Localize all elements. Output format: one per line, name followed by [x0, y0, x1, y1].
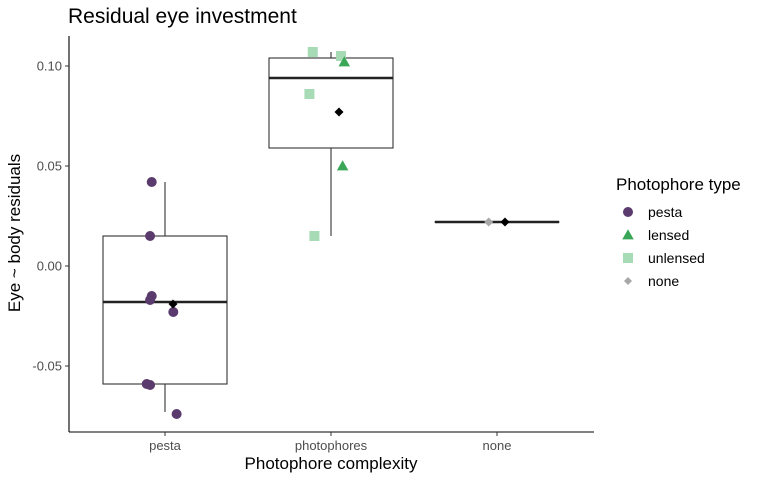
point-unlensed — [304, 89, 315, 99]
y-tick-label: 0.00 — [37, 259, 62, 274]
point-none — [484, 217, 494, 227]
legend-label: none — [648, 273, 679, 289]
point-unlensed — [307, 47, 318, 57]
legend-label: unlensed — [648, 250, 705, 266]
box-photophores — [268, 52, 394, 236]
legend-item-unlensed: unlensed — [623, 250, 705, 266]
x-tick-label: photophores — [295, 438, 368, 453]
legend: Photophore type pesta lensed unlensed none — [616, 175, 741, 289]
axes: -0.05 0.00 0.05 0.10 pesta photophores none — [32, 36, 594, 453]
point-lensed — [338, 56, 351, 67]
box-iqr — [102, 235, 228, 385]
legend-key-diamond — [624, 277, 632, 285]
box-pesta — [102, 182, 228, 412]
legend-label: lensed — [648, 227, 689, 243]
point-pesta — [145, 295, 156, 305]
x-tick-label: pesta — [149, 438, 182, 453]
point-pesta — [145, 231, 156, 241]
point-pesta — [168, 307, 179, 317]
y-tick-label: -0.05 — [32, 359, 62, 374]
legend-key-circle — [623, 207, 633, 217]
chart-title: Residual eye investment — [68, 5, 297, 28]
box-iqr — [268, 57, 394, 149]
point-lensed — [336, 160, 349, 171]
mean-marker-none — [500, 217, 510, 227]
mean-marker-photophores — [334, 107, 344, 117]
point-unlensed — [335, 51, 346, 61]
legend-key-triangle — [622, 229, 634, 240]
point-pesta — [146, 177, 157, 187]
x-tick-label: none — [483, 438, 512, 453]
legend-item-pesta: pesta — [623, 204, 682, 220]
legend-key-square — [623, 253, 633, 263]
legend-label: pesta — [648, 204, 682, 220]
point-pesta — [145, 380, 156, 390]
y-axis-title: Eye ~ body residuals — [5, 154, 24, 312]
y-tick-label: 0.05 — [37, 159, 62, 174]
legend-item-none: none — [624, 273, 679, 289]
y-tick-label: 0.10 — [37, 59, 62, 74]
point-unlensed — [309, 231, 320, 241]
point-pesta — [171, 409, 182, 419]
legend-title: Photophore type — [616, 175, 741, 194]
x-axis-title: Photophore complexity — [245, 454, 418, 473]
mean-marker-pesta — [168, 299, 178, 309]
plot-area — [102, 47, 560, 419]
legend-item-lensed: lensed — [622, 227, 689, 243]
